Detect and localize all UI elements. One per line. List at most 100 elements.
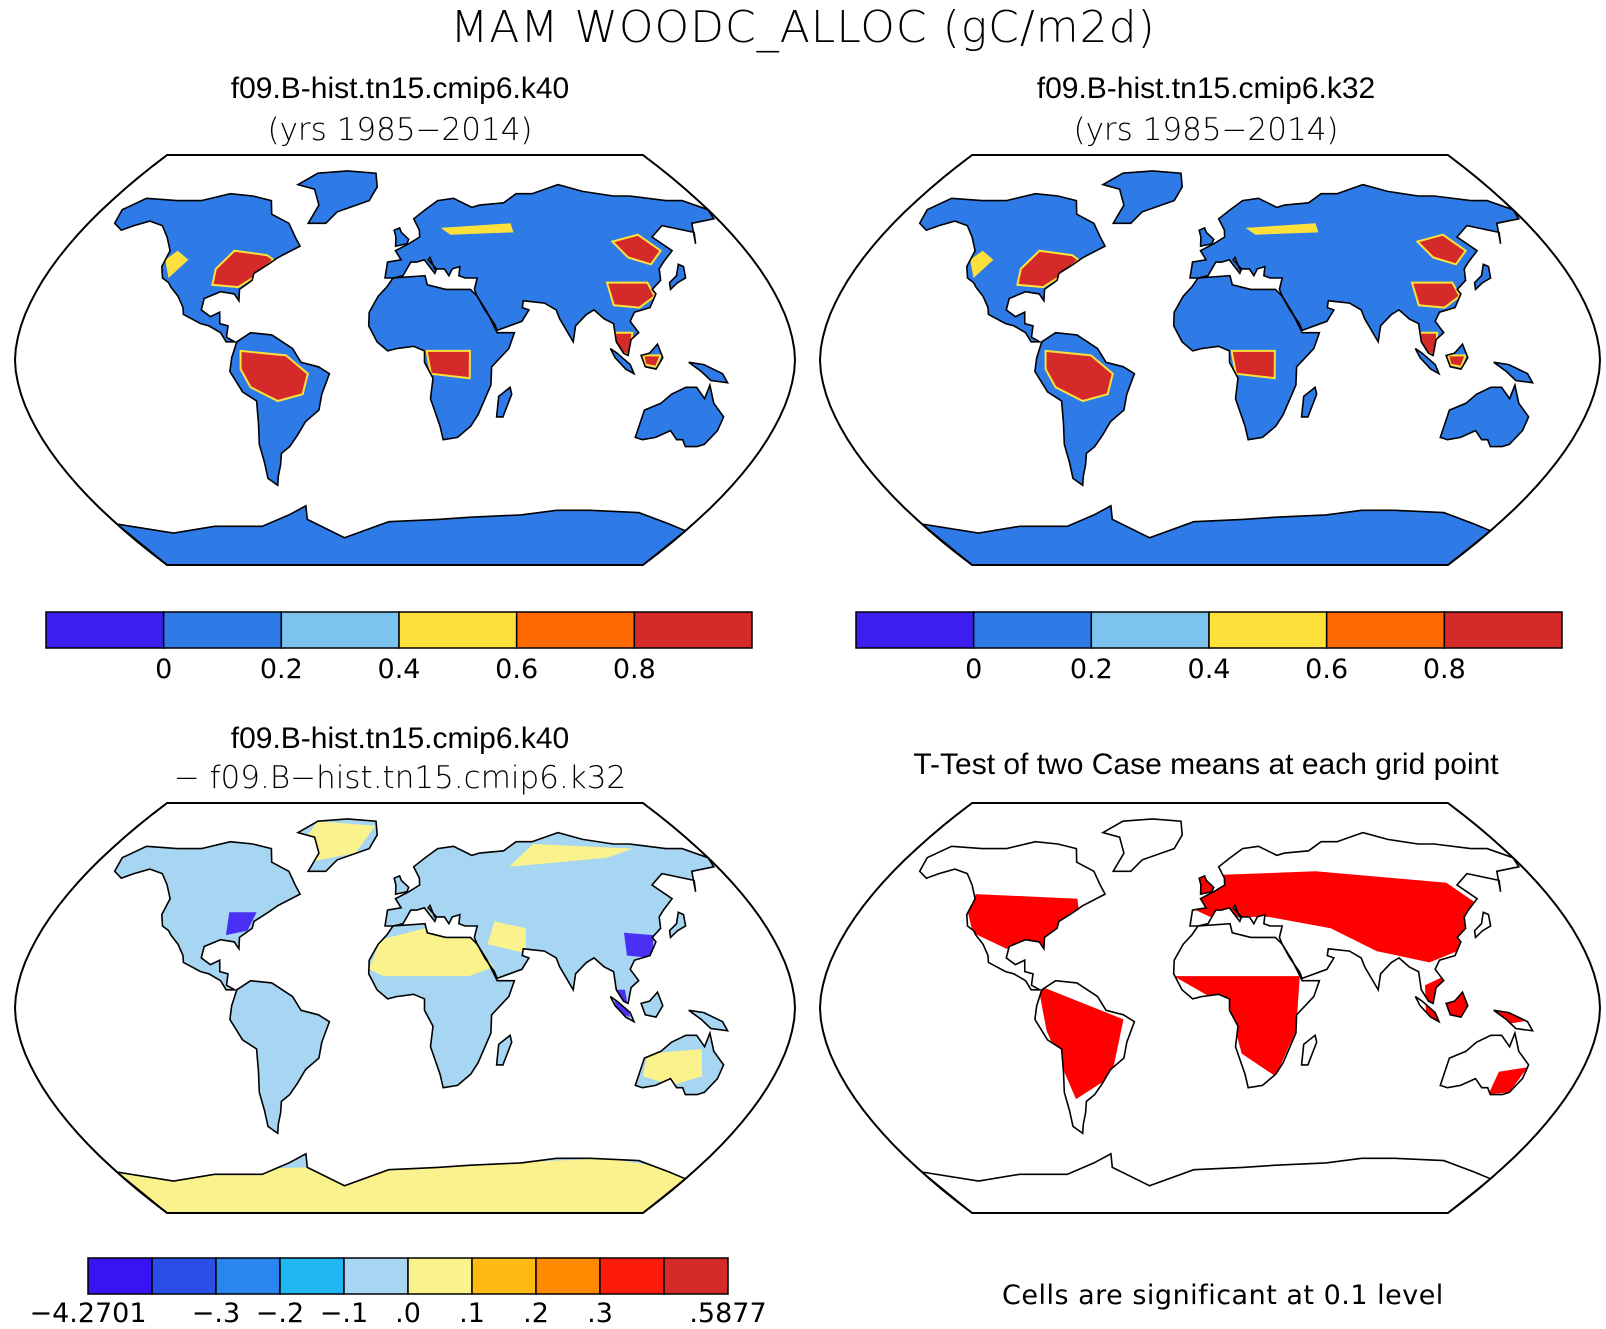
colorbar-swatch xyxy=(972,611,1093,649)
coastline-greenland xyxy=(1100,818,1184,873)
colorbar-swatch xyxy=(343,1257,409,1295)
coastline-australia xyxy=(1439,1030,1530,1096)
colorbar-ticks-top-left: 0 0.2 0.4 0.6 0.8 xyxy=(46,654,752,688)
land-madagascar xyxy=(1301,387,1317,417)
colorbar-tick-label: 0.8 xyxy=(1422,654,1466,685)
colorbar-swatch xyxy=(535,1257,601,1295)
coastline-madagascar xyxy=(495,1033,513,1066)
colorbar-swatch xyxy=(515,611,636,649)
coastline-borneo xyxy=(640,342,664,371)
colorbar-tick-label: −.1 xyxy=(319,1298,369,1329)
panel-title-bottom-right: T-Test of two Case means at each grid po… xyxy=(913,748,1499,781)
coastline-uk xyxy=(393,226,410,248)
coastline-new-guinea xyxy=(1493,1009,1535,1032)
significant-region xyxy=(1190,871,1480,963)
panel-title-top-left: f09.B-hist.tn15.cmip6.k40 xyxy=(230,72,570,105)
colorbar-swatch xyxy=(855,611,975,649)
colorbar-tick-label: 0.2 xyxy=(1069,654,1113,685)
map-content xyxy=(820,155,1600,565)
land-borneo xyxy=(641,992,663,1018)
land-overlays xyxy=(970,223,1468,403)
land-antarctica xyxy=(116,505,686,565)
woodc-region xyxy=(970,250,994,278)
coastline-borneo xyxy=(640,990,664,1019)
map-content xyxy=(15,155,795,565)
coastline-greenland xyxy=(1100,170,1184,225)
colorbar-swatch xyxy=(279,1257,345,1295)
map-content xyxy=(15,803,795,1213)
coastline-north-america xyxy=(918,840,1107,991)
coastline-south-america xyxy=(229,331,331,487)
coastline-uk xyxy=(1198,226,1215,248)
coastline-eurasia xyxy=(384,183,716,357)
colorbar-top-left xyxy=(45,611,753,649)
coastline-north-america xyxy=(113,840,302,991)
coastline-borneo xyxy=(1445,990,1469,1019)
coastline-sumatra xyxy=(609,347,636,376)
colorbar-swatch xyxy=(87,1257,153,1295)
diff-region-positive xyxy=(509,844,634,867)
land-japan xyxy=(669,264,686,290)
significance-note: Cells are significant at 0.1 level xyxy=(1002,1280,1444,1311)
coastline-new-guinea xyxy=(1493,361,1535,384)
land-greenland xyxy=(298,170,378,224)
map-border xyxy=(13,154,797,566)
coastline-uk xyxy=(393,874,410,896)
colorbar-swatch xyxy=(1443,611,1563,649)
coastline-borneo xyxy=(1445,342,1469,371)
land-south-america xyxy=(229,980,330,1134)
coastline-japan xyxy=(1473,911,1492,940)
coastline-antarctica xyxy=(113,1152,688,1213)
land-eurasia xyxy=(385,832,714,1004)
land-new-guinea xyxy=(1493,362,1533,383)
colorbar-tick-label: 0.4 xyxy=(377,654,421,685)
colorbar-tick-label: 0 xyxy=(965,654,983,685)
coastline-eurasia xyxy=(1189,183,1521,357)
coastline-uk xyxy=(1198,874,1215,896)
map-top-right xyxy=(818,154,1602,566)
colorbar-tick-label: .0 xyxy=(395,1298,421,1329)
woodc-region xyxy=(610,233,663,266)
figure-title: MAM WOODC_ALLOC (gC/m2d) xyxy=(450,2,1156,53)
colorbar-tick-label: 0.2 xyxy=(259,654,303,685)
land-japan xyxy=(1474,912,1491,938)
colorbar-swatch xyxy=(1325,611,1446,649)
coastline-japan xyxy=(1473,263,1492,292)
map-bottom-right xyxy=(818,802,1602,1214)
land-uk xyxy=(394,875,409,895)
coastline-australia xyxy=(634,1030,725,1096)
coastline-japan xyxy=(668,911,687,940)
coastline-eurasia xyxy=(384,831,716,1005)
diff-region-negative xyxy=(624,932,654,958)
colorbar-tick-label: 0.4 xyxy=(1187,654,1231,685)
land-new-guinea xyxy=(688,362,728,383)
panel-subtitle-top-right: (yrs 1985−2014) xyxy=(1073,112,1339,148)
land-australia xyxy=(1440,385,1529,447)
colorbar-swatch xyxy=(162,611,283,649)
land-north-america xyxy=(919,193,1106,342)
woodc-region xyxy=(1245,223,1319,235)
coastline-south-america xyxy=(1034,331,1136,487)
coastline-japan xyxy=(668,263,687,292)
coastline-south-america xyxy=(229,979,331,1135)
colorbar-top-right xyxy=(855,611,1563,649)
coastline-sumatra xyxy=(609,995,636,1024)
colorbar-tick-label: −.3 xyxy=(191,1298,241,1329)
colorbar-tick-label: 0 xyxy=(155,654,173,685)
coastline-africa xyxy=(367,922,516,1089)
coastline-africa xyxy=(1172,274,1321,441)
land-greenland xyxy=(1103,818,1183,872)
panel-title-bottom-left: f09.B-hist.tn15.cmip6.k40 xyxy=(230,722,570,755)
colorbar-swatch xyxy=(45,611,165,649)
colorbar-swatch xyxy=(1208,611,1328,649)
coastline-antarctica xyxy=(918,1152,1493,1213)
land-new-guinea xyxy=(688,1010,728,1031)
colorbar-swatch xyxy=(633,611,753,649)
land-antarctica xyxy=(921,1153,1491,1213)
woodc-region xyxy=(440,223,514,235)
land-greenland xyxy=(1103,170,1183,224)
land-overlays xyxy=(967,871,1533,1100)
land-japan xyxy=(1474,264,1491,290)
coastline-new-guinea xyxy=(688,361,730,384)
colorbar-swatch xyxy=(151,1257,217,1295)
